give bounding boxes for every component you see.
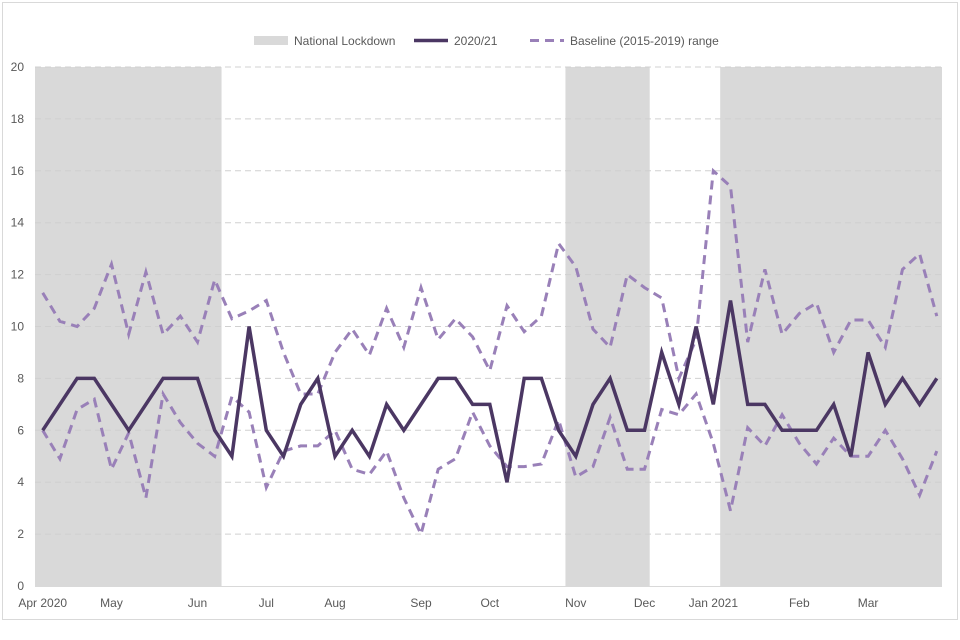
y-tick-label: 4 — [17, 475, 24, 489]
x-tick-label: Jun — [188, 596, 207, 610]
y-tick-label: 14 — [11, 216, 25, 230]
x-tick-label: Sep — [410, 596, 432, 610]
y-tick-label: 10 — [11, 320, 25, 334]
x-tick-label: Jan 2021 — [689, 596, 739, 610]
x-tick-label: Apr 2020 — [18, 596, 67, 610]
y-tick-label: 6 — [17, 423, 24, 437]
legend-current-label: 2020/21 — [454, 34, 498, 48]
chart-frame — [2, 2, 958, 620]
x-tick-label: Dec — [634, 596, 655, 610]
legend: National Lockdown 2020/21 Baseline (2015… — [254, 34, 719, 48]
series-2020-21 — [41, 300, 939, 483]
y-tick-label: 20 — [11, 60, 25, 74]
x-tick-label: Mar — [858, 596, 879, 610]
series-baseline-upper — [41, 167, 939, 396]
x-tick-label: May — [100, 596, 123, 610]
y-tick-label: 12 — [11, 268, 25, 282]
y-tick-label: 18 — [11, 112, 25, 126]
y-tick-label: 2 — [17, 527, 24, 541]
x-tick-label: Oct — [480, 596, 499, 610]
x-tick-label: Feb — [789, 596, 810, 610]
legend-lockdown-swatch — [254, 36, 288, 45]
x-tick-label: Nov — [565, 596, 586, 610]
legend-baseline-label: Baseline (2015-2019) range — [570, 34, 719, 48]
legend-lockdown-label: National Lockdown — [294, 34, 395, 48]
y-tick-label: 16 — [11, 164, 25, 178]
series-baseline-lower — [41, 389, 939, 539]
x-tick-label: Aug — [324, 596, 345, 610]
x-tick-label: Jul — [259, 596, 274, 610]
y-tick-label: 8 — [17, 371, 24, 385]
y-tick-label: 0 — [17, 579, 24, 593]
